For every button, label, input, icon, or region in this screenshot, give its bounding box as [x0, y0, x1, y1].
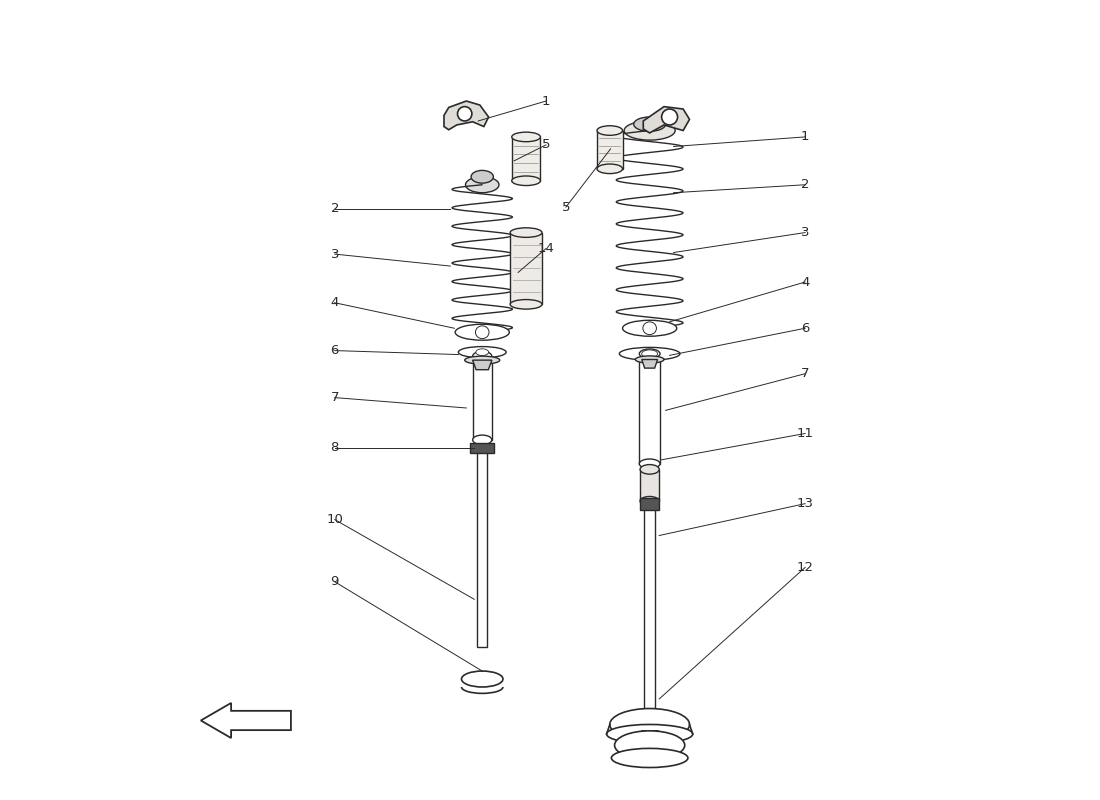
- Ellipse shape: [475, 326, 490, 338]
- Ellipse shape: [636, 356, 664, 363]
- Text: 1: 1: [542, 94, 550, 107]
- Text: 7: 7: [330, 391, 339, 404]
- Text: 2: 2: [801, 178, 810, 191]
- Bar: [510, 233, 542, 304]
- Text: 3: 3: [801, 226, 810, 239]
- Ellipse shape: [619, 347, 680, 360]
- Text: 3: 3: [330, 248, 339, 261]
- Ellipse shape: [476, 349, 488, 355]
- Text: 13: 13: [796, 497, 814, 510]
- Text: 8: 8: [331, 442, 339, 454]
- Ellipse shape: [639, 459, 660, 469]
- Ellipse shape: [609, 709, 690, 741]
- Ellipse shape: [615, 731, 684, 759]
- Polygon shape: [444, 101, 488, 130]
- Polygon shape: [473, 360, 492, 370]
- Text: 9: 9: [331, 575, 339, 588]
- Ellipse shape: [623, 320, 676, 336]
- Ellipse shape: [473, 435, 492, 445]
- Polygon shape: [641, 359, 658, 368]
- Ellipse shape: [465, 177, 499, 193]
- Bar: [641, 731, 658, 745]
- Ellipse shape: [606, 725, 693, 744]
- Bar: [640, 470, 659, 502]
- Bar: [512, 137, 540, 181]
- Circle shape: [661, 109, 678, 125]
- Bar: [645, 508, 656, 719]
- Ellipse shape: [512, 176, 540, 186]
- Ellipse shape: [510, 299, 542, 309]
- Ellipse shape: [640, 465, 659, 474]
- Text: 7: 7: [801, 367, 810, 380]
- Text: 5: 5: [542, 138, 550, 151]
- Ellipse shape: [464, 356, 499, 364]
- Bar: [477, 444, 487, 647]
- Bar: [640, 498, 659, 510]
- Circle shape: [458, 106, 472, 121]
- Bar: [473, 356, 492, 440]
- Text: 6: 6: [331, 344, 339, 357]
- Bar: [597, 130, 623, 169]
- Ellipse shape: [639, 349, 660, 358]
- Text: 1: 1: [801, 130, 810, 143]
- Ellipse shape: [612, 748, 688, 767]
- Polygon shape: [201, 703, 290, 738]
- Ellipse shape: [634, 117, 665, 131]
- Ellipse shape: [597, 126, 623, 135]
- Text: 5: 5: [562, 201, 570, 214]
- Ellipse shape: [510, 228, 542, 238]
- Text: 10: 10: [327, 513, 343, 526]
- Polygon shape: [644, 106, 690, 133]
- Ellipse shape: [462, 671, 503, 687]
- Bar: [471, 443, 494, 453]
- Bar: [639, 354, 660, 464]
- Text: 6: 6: [801, 322, 810, 334]
- Ellipse shape: [597, 164, 623, 174]
- Text: 14: 14: [538, 242, 554, 255]
- Text: 2: 2: [330, 202, 339, 215]
- Ellipse shape: [459, 346, 506, 358]
- Text: 11: 11: [796, 427, 814, 440]
- Ellipse shape: [473, 351, 492, 361]
- Ellipse shape: [642, 322, 657, 334]
- Ellipse shape: [471, 170, 494, 183]
- Ellipse shape: [640, 497, 659, 506]
- Ellipse shape: [641, 350, 658, 358]
- Text: 12: 12: [796, 561, 814, 574]
- Text: 4: 4: [331, 296, 339, 310]
- Ellipse shape: [455, 324, 509, 340]
- Text: 4: 4: [801, 275, 810, 289]
- Ellipse shape: [624, 121, 675, 140]
- Ellipse shape: [512, 132, 540, 142]
